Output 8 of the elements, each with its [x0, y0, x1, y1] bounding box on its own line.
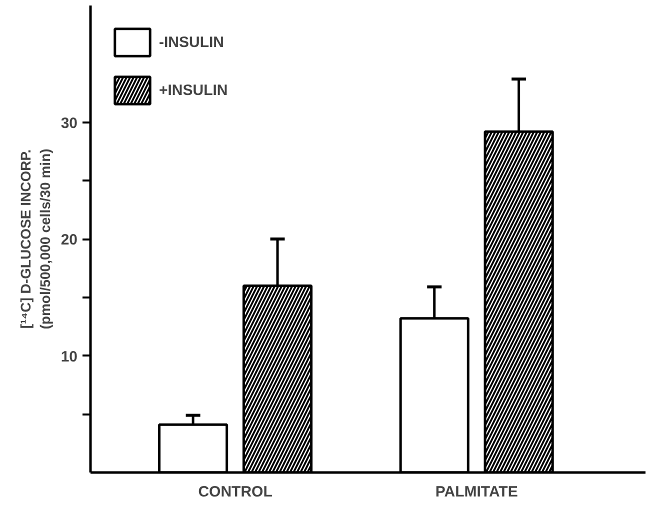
y-tick-label: 30 [60, 114, 78, 132]
y-tick-label: 20 [60, 232, 78, 248]
y-tick-label: 10 [60, 348, 78, 366]
x-tick-label: PALMITATE [435, 484, 518, 500]
legend-label: -INSULIN [159, 34, 224, 50]
y-axis-title: [¹⁴C] D-GLUCOSE INCORP. (pmol/500,000 cells/30 min) [18, 148, 53, 330]
x-tick-label: CONTROL [198, 484, 272, 500]
legend-label: +INSULIN [159, 82, 228, 98]
